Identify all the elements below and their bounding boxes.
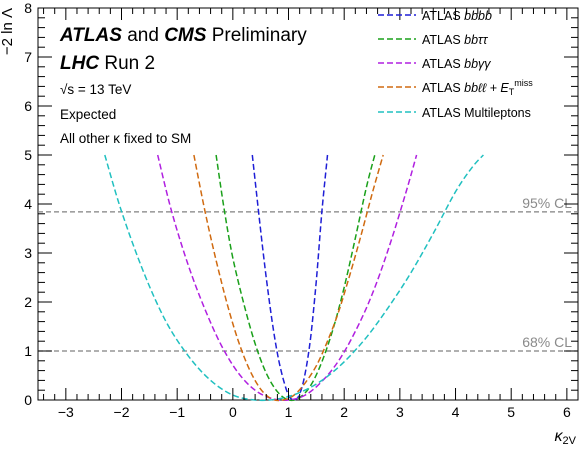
legend: ATLAS bbbb ATLAS bbττ ATLAS bbγγ ATLAS bbℓℓ… bbox=[378, 9, 533, 120]
x-tick-label: 3 bbox=[396, 404, 404, 420]
series-line bbox=[215, 154, 376, 402]
x-tick-label: −3 bbox=[58, 404, 74, 420]
y-tick-label: 2 bbox=[24, 294, 32, 310]
x-tick-label: 5 bbox=[507, 404, 515, 420]
x-tick-label: 4 bbox=[452, 404, 460, 420]
y-axis-title: −2 ln Λ bbox=[0, 8, 16, 55]
x-tick-label: 1 bbox=[285, 404, 293, 420]
and-label: and bbox=[127, 25, 159, 46]
y-tick-label: 5 bbox=[24, 147, 32, 163]
fixed-note-label: All other κ fixed to SM bbox=[60, 131, 191, 146]
x-axis-title: κ2V bbox=[555, 428, 577, 445]
y-tick-label: 1 bbox=[24, 343, 32, 359]
x-tick-label: −2 bbox=[114, 404, 130, 420]
legend-entry-label: ATLAS Multileptons bbox=[422, 106, 531, 120]
y-tick-label: 6 bbox=[24, 98, 32, 114]
y-tick-label: 0 bbox=[24, 392, 32, 408]
x-tick-label: 2 bbox=[340, 404, 348, 420]
x-tick-label: 0 bbox=[229, 404, 237, 420]
experiment-caption: ATLAS and CMS Preliminary LHC Run 2 √s =… bbox=[59, 25, 307, 146]
y-tick-label: 8 bbox=[24, 0, 32, 16]
cl-label: 95% CL bbox=[522, 195, 572, 211]
energy-label: √s = 13 TeV bbox=[60, 82, 131, 97]
series-line bbox=[104, 154, 484, 402]
expected-label: Expected bbox=[60, 107, 116, 122]
y-tick-label: 7 bbox=[24, 49, 32, 65]
y-tick-label: 3 bbox=[24, 245, 32, 261]
legend-entry-label: ATLAS bbττ bbox=[422, 33, 489, 47]
atlas-label: ATLAS bbox=[59, 25, 122, 46]
legend-entry-label: ATLAS bbγγ bbox=[422, 57, 491, 71]
cms-label: CMS bbox=[164, 25, 207, 46]
y-axis-title-text: −2 ln Λ bbox=[0, 8, 16, 55]
x-tick-label: −1 bbox=[169, 404, 185, 420]
legend-entry-label: ATLAS bbℓℓ + ETmiss bbox=[422, 78, 533, 97]
series-line bbox=[156, 154, 418, 402]
legend-entry-label: ATLAS bbbb bbox=[422, 9, 492, 23]
run-label: Run 2 bbox=[104, 53, 155, 74]
preliminary-label: Preliminary bbox=[212, 25, 308, 46]
svg-text:LHC Run 2: LHC Run 2 bbox=[60, 53, 155, 74]
x-tick-label: 6 bbox=[563, 404, 571, 420]
y-tick-label: 4 bbox=[24, 196, 32, 212]
lhc-label: LHC bbox=[60, 53, 99, 74]
series-line bbox=[251, 154, 329, 401]
svg-text:ATLAS and CMS: ATLAS and CMS Preliminary bbox=[59, 25, 307, 46]
cl-label: 68% CL bbox=[522, 334, 572, 350]
series-line bbox=[193, 154, 384, 402]
